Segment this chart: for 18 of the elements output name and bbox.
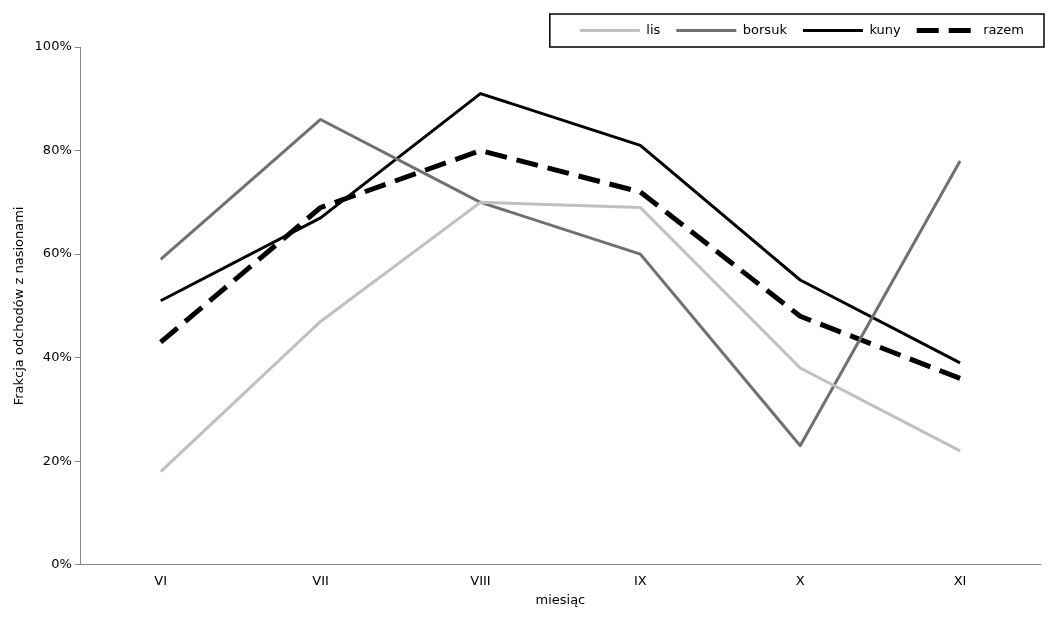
- legend-label: kuny: [869, 21, 902, 37]
- y-tick-label: 60%: [42, 245, 72, 261]
- x-axis-title: miesiąc: [535, 591, 586, 607]
- y-tick-label: 100%: [34, 38, 72, 54]
- x-tick-label: X: [795, 572, 805, 588]
- x-tick-label: XI: [953, 572, 967, 588]
- legend-label: borsuk: [742, 21, 788, 37]
- x-tick-label: VII: [312, 572, 329, 588]
- y-tick-label: 20%: [42, 452, 72, 468]
- y-axis-title: Frakcja odchodów z nasionami: [11, 206, 27, 406]
- x-tick-label: IX: [633, 572, 647, 588]
- y-tick-label: 80%: [42, 141, 72, 157]
- x-tick-label: VI: [154, 572, 168, 588]
- x-tick-label: VIII: [470, 572, 491, 588]
- y-tick-label: 40%: [42, 349, 72, 365]
- legend-label: lis: [646, 21, 661, 37]
- legend-label: razem: [983, 21, 1024, 37]
- y-tick-label: 0%: [51, 556, 72, 572]
